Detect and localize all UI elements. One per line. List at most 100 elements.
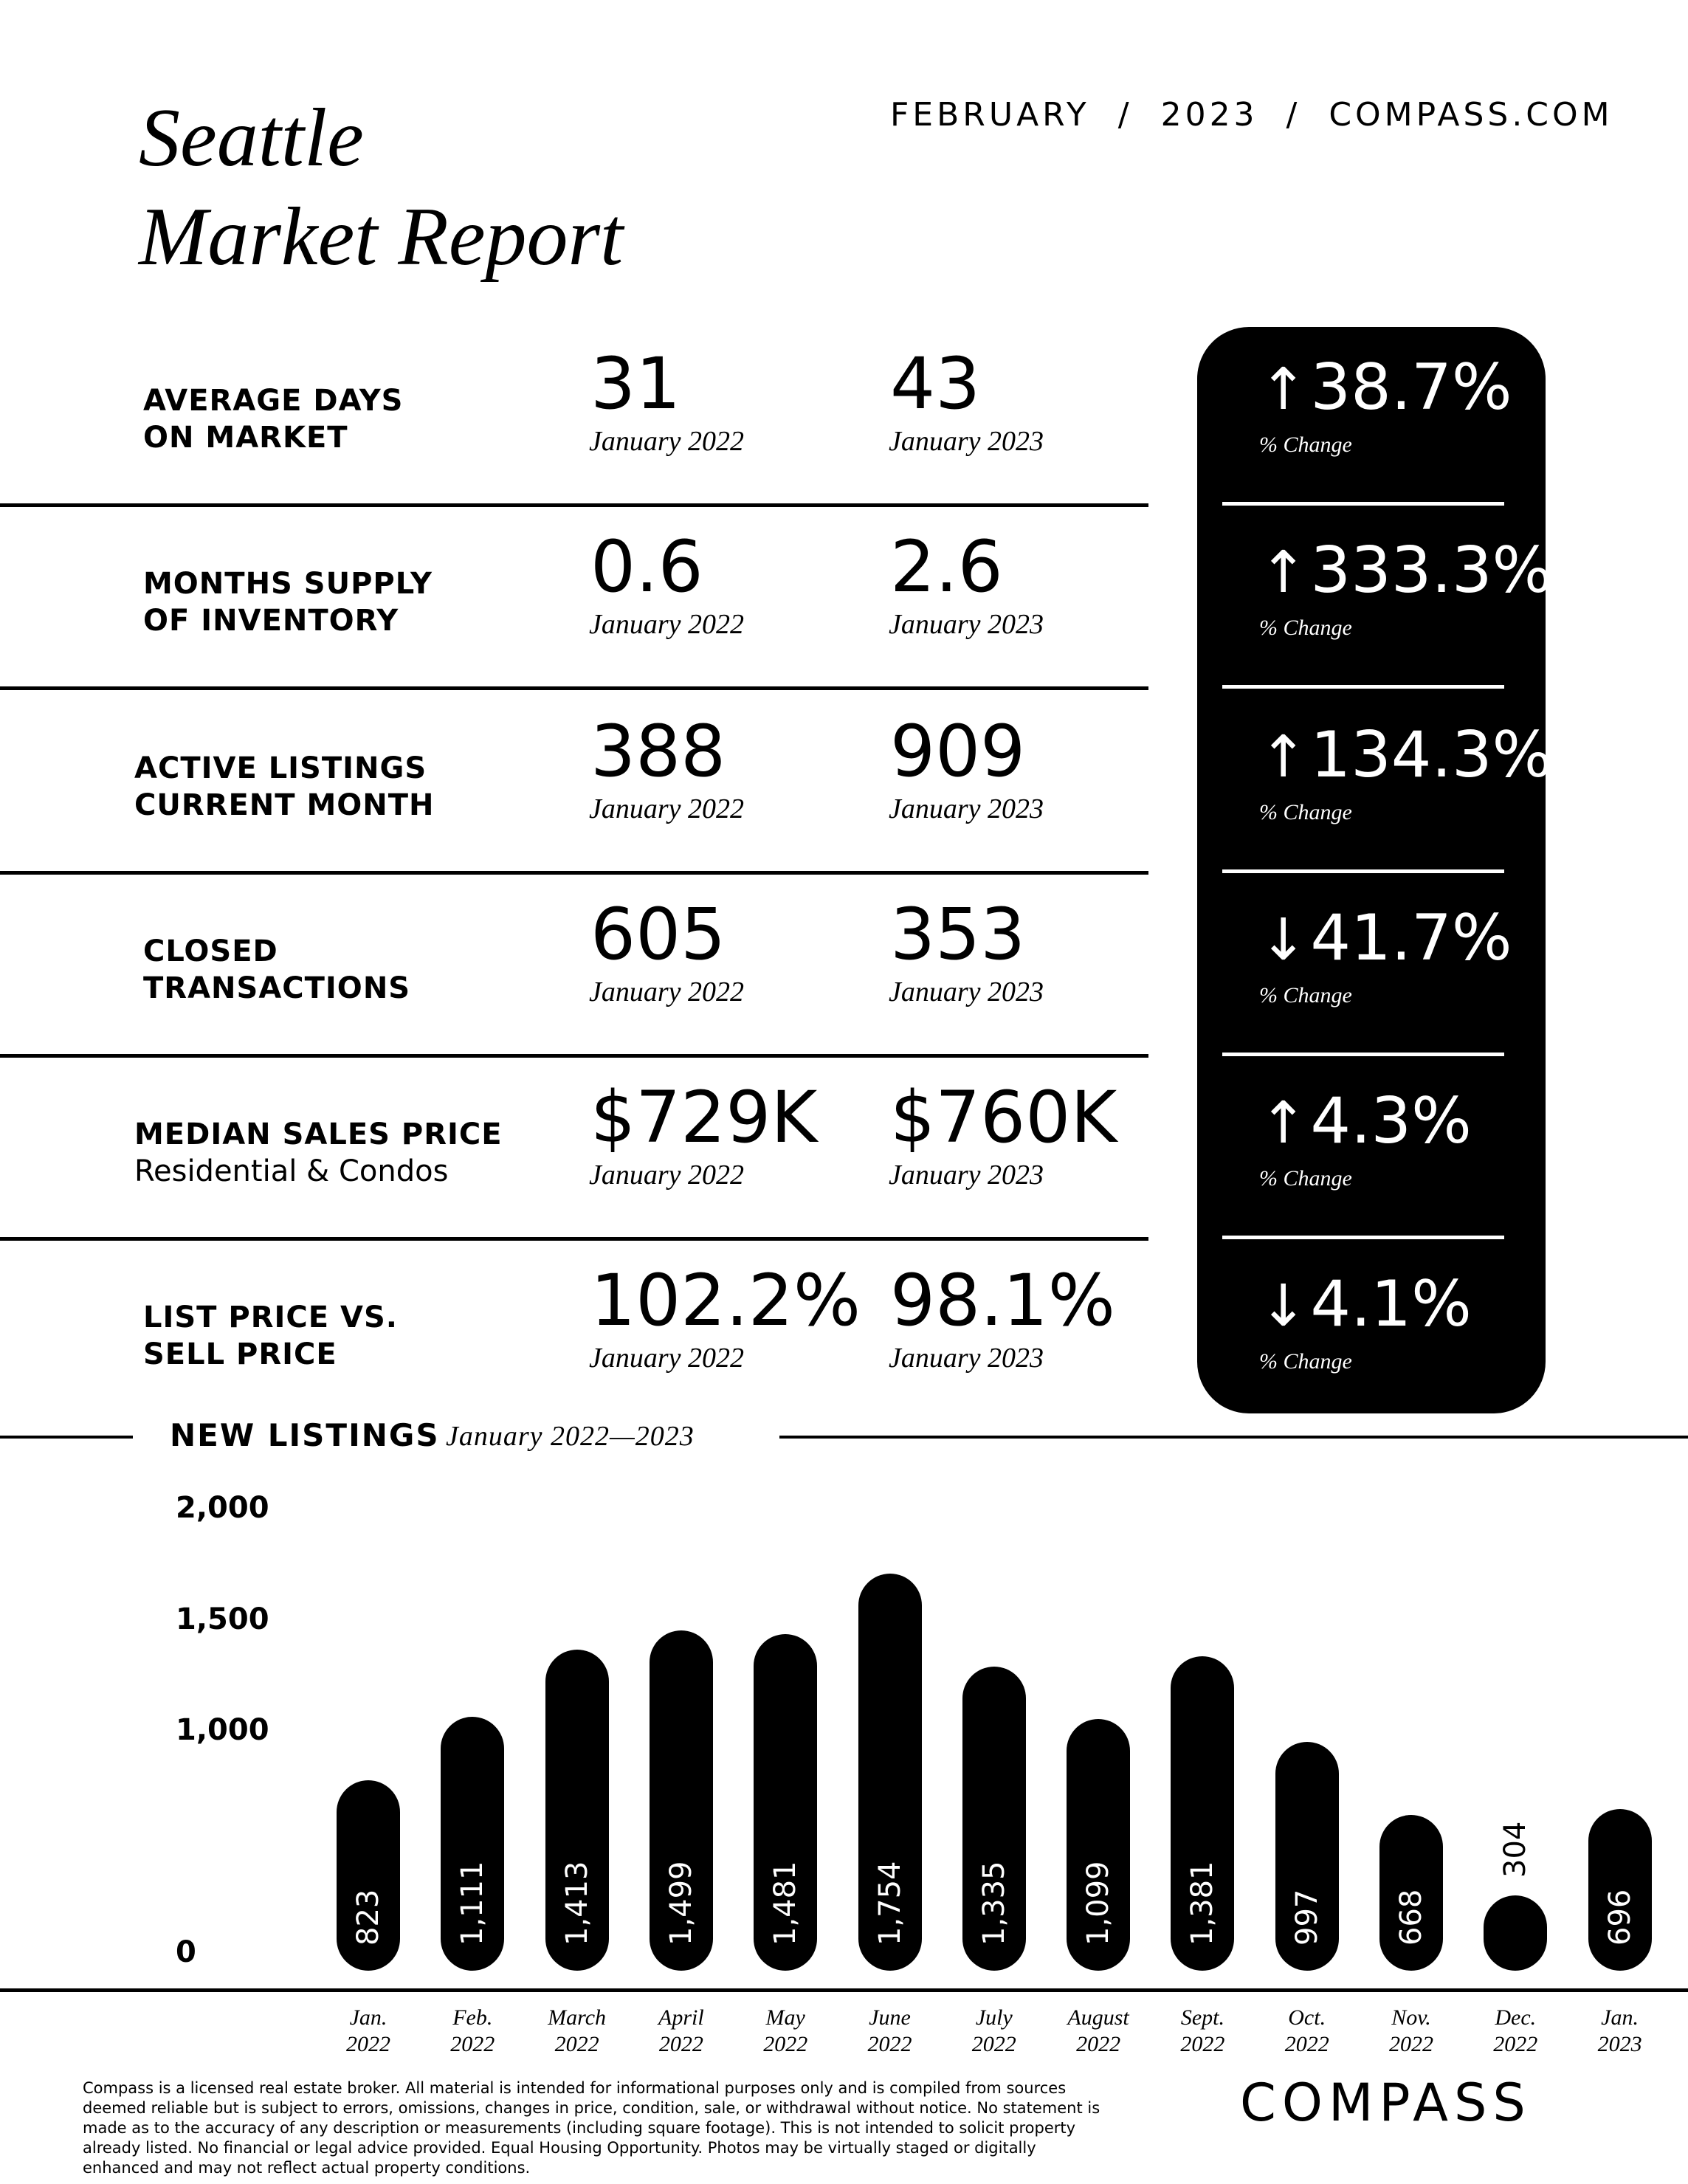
x-tick-label: June 2022 — [838, 2005, 942, 2058]
chart-bar — [1484, 1895, 1548, 1971]
row-divider — [0, 686, 1148, 690]
panel-divider — [1222, 1053, 1504, 1056]
chart-bar — [545, 1649, 609, 1971]
value-jan-2022: 0.6 — [590, 526, 703, 608]
x-tick-month: Jan. — [349, 2005, 387, 2030]
x-tick-year: 2022 — [1493, 2032, 1538, 2056]
row-divider — [0, 1237, 1148, 1241]
y-tick-label: 1,500 — [176, 1602, 269, 1636]
panel-divider — [1222, 502, 1504, 506]
x-tick-month: April — [658, 2005, 704, 2030]
chart-bar — [754, 1634, 818, 1971]
percent-change-value: 134.3% — [1310, 718, 1553, 792]
stat-label: CLOSED TRANSACTIONS — [143, 933, 410, 1007]
caption-jan-2022: January 2022 — [589, 1160, 745, 1191]
stat-label: AVERAGE DAYS ON MARKET — [143, 382, 403, 456]
chart-bar — [1379, 1814, 1443, 1971]
percent-change: ↓4.1% — [1259, 1271, 1472, 1340]
bar-value-label: 1,335 — [976, 1861, 1011, 1946]
chart-bar — [649, 1630, 713, 1971]
x-tick-label: April 2022 — [630, 2005, 733, 2058]
chart-baseline — [0, 1988, 1688, 1992]
arrow-down-icon: ↓ — [1259, 907, 1308, 974]
percent-change-caption: % Change — [1259, 433, 1352, 457]
x-tick-year: 2022 — [554, 2032, 599, 2056]
bar-value-label: 823 — [351, 1889, 385, 1946]
arrow-down-icon: ↓ — [1259, 1273, 1308, 1340]
x-tick-label: Oct. 2022 — [1255, 2005, 1359, 2058]
report-title: Seattle Market Report — [139, 89, 623, 286]
caption-jan-2023: January 2023 — [889, 976, 1044, 1007]
percent-change-caption: % Change — [1259, 616, 1352, 640]
arrow-up-icon: ↑ — [1259, 540, 1308, 606]
stat-label-line2: CURRENT MONTH — [134, 788, 435, 822]
stat-label-line2: ON MARKET — [143, 421, 348, 455]
stat-label: ACTIVE LISTINGS CURRENT MONTH — [134, 750, 435, 824]
stat-label-line1: LIST PRICE VS. — [143, 1301, 398, 1334]
arrow-up-icon: ↑ — [1259, 724, 1308, 790]
percent-change-caption: % Change — [1259, 1166, 1352, 1191]
percent-change-value: 333.3% — [1310, 534, 1553, 607]
x-tick-label: Nov. 2022 — [1360, 2005, 1463, 2058]
arrow-up-icon: ↑ — [1259, 1090, 1308, 1157]
stat-label-line1: MONTHS SUPPLY — [143, 567, 433, 601]
x-tick-label: Dec. 2022 — [1464, 2005, 1567, 2058]
x-tick-month: Jan. — [1601, 2005, 1639, 2030]
chart-bar — [1275, 1741, 1339, 1971]
section-line-right — [779, 1436, 1688, 1439]
chart-bar — [337, 1780, 400, 1971]
percent-change-value: 38.7% — [1310, 351, 1512, 424]
x-tick-month: July — [975, 2005, 1013, 2030]
percent-change-caption: % Change — [1259, 983, 1352, 1007]
stat-label-line1: ACTIVE LISTINGS — [134, 751, 427, 785]
value-jan-2023: 98.1% — [890, 1259, 1115, 1342]
change-panel: ↑38.7%% Change ↑333.3%% Change ↑134.3%% Ch… — [1197, 327, 1552, 1413]
caption-jan-2022: January 2022 — [589, 426, 745, 457]
value-jan-2022: 605 — [590, 893, 726, 976]
percent-change: ↓41.7% — [1259, 905, 1512, 974]
caption-jan-2023: January 2023 — [889, 793, 1044, 824]
bar-value-label: 1,499 — [664, 1861, 698, 1946]
stat-label: MONTHS SUPPLY OF INVENTORY — [143, 565, 433, 639]
caption-jan-2023: January 2023 — [889, 1343, 1044, 1374]
title-report: Market Report — [139, 191, 624, 283]
x-tick-label: Feb. 2022 — [421, 2005, 524, 2058]
value-jan-2023: 353 — [890, 893, 1026, 976]
row-divider — [0, 503, 1148, 507]
percent-change-caption: % Change — [1259, 800, 1352, 824]
percent-change: ↑4.3% — [1259, 1088, 1472, 1157]
caption-jan-2022: January 2022 — [589, 976, 745, 1007]
caption-jan-2023: January 2023 — [889, 426, 1044, 457]
x-tick-month: Sept. — [1180, 2005, 1224, 2030]
x-tick-label: Jan. 2023 — [1568, 2005, 1672, 2058]
caption-jan-2023: January 2023 — [889, 609, 1044, 640]
chart-bar — [962, 1667, 1026, 1971]
x-tick-year: 2023 — [1597, 2032, 1642, 2056]
value-jan-2023: 43 — [890, 342, 981, 425]
section-line-left — [0, 1436, 133, 1439]
panel-divider — [1222, 869, 1504, 873]
x-tick-year: 2022 — [763, 2032, 808, 2056]
stat-label-line2: SELL PRICE — [143, 1337, 337, 1371]
x-tick-month: Feb. — [452, 2005, 493, 2030]
value-jan-2023: $760K — [890, 1076, 1117, 1159]
disclaimer: Compass is a licensed real estate broker… — [83, 2079, 1100, 2177]
chart-bar — [858, 1574, 922, 1971]
panel-divider — [1222, 685, 1504, 689]
percent-change-value: 4.1% — [1310, 1267, 1472, 1341]
chart-title: NEW LISTINGS — [170, 1417, 440, 1453]
x-tick-month: August — [1067, 2005, 1129, 2030]
x-tick-year: 2022 — [346, 2032, 390, 2056]
chart-bar — [1067, 1719, 1131, 1971]
x-tick-label: Sept. 2022 — [1151, 2005, 1254, 2058]
percent-change-value: 41.7% — [1310, 901, 1512, 975]
percent-change-value: 4.3% — [1310, 1084, 1472, 1158]
stat-label-line2: OF INVENTORY — [143, 604, 399, 638]
row-divider — [0, 1054, 1148, 1058]
percent-change: ↑38.7% — [1259, 354, 1512, 423]
x-tick-month: Oct. — [1288, 2005, 1326, 2030]
stat-label-line1: AVERAGE DAYS — [143, 384, 404, 418]
x-tick-year: 2022 — [971, 2032, 1016, 2056]
value-jan-2023: 2.6 — [890, 526, 1003, 608]
row-divider — [0, 871, 1148, 875]
